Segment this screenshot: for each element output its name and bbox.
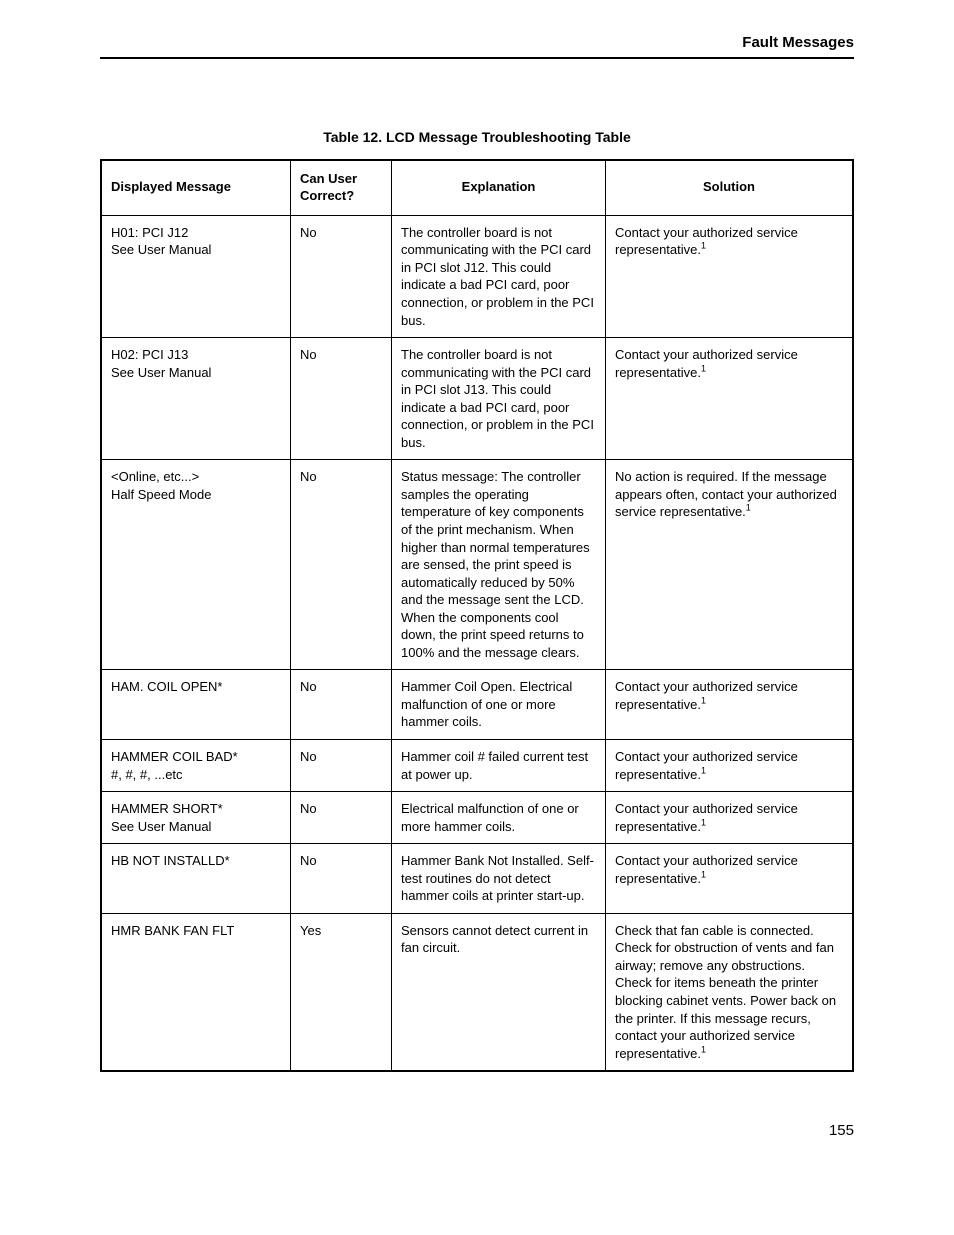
cell-solution: Check that fan cable is connected. Check… [606,913,854,1071]
cell-message: HAMMER COIL BAD*#, #, #, ...etc [101,740,291,792]
footnote-marker: 1 [701,363,706,373]
cell-user: No [291,338,392,460]
cell-user: No [291,215,392,337]
cell-explanation: Status message: The controller samples t… [392,460,606,670]
col-header-solution: Solution [606,160,854,215]
table-row: H02: PCI J13See User ManualNoThe control… [101,338,853,460]
cell-user: No [291,670,392,740]
cell-message: HMR BANK FAN FLT [101,913,291,1071]
cell-explanation: Hammer Bank Not Installed. Self-test rou… [392,844,606,914]
cell-solution: Contact your authorized service represen… [606,740,854,792]
troubleshooting-table: Displayed Message Can User Correct? Expl… [100,159,854,1072]
cell-message: HB NOT INSTALLD* [101,844,291,914]
cell-solution: Contact your authorized service represen… [606,792,854,844]
cell-message: HAMMER SHORT*See User Manual [101,792,291,844]
col-header-explanation: Explanation [392,160,606,215]
section-title: Fault Messages [100,34,854,51]
footnote-marker: 1 [746,503,751,513]
col-header-message: Displayed Message [101,160,291,215]
page-number: 155 [100,1122,854,1139]
table-title: Table 12. LCD Message Troubleshooting Ta… [100,129,854,145]
cell-explanation: Sensors cannot detect current in fan cir… [392,913,606,1071]
footnote-marker: 1 [701,869,706,879]
col-header-user: Can User Correct? [291,160,392,215]
cell-message: H01: PCI J12See User Manual [101,215,291,337]
cell-user: No [291,792,392,844]
table-row: HAM. COIL OPEN*NoHammer Coil Open. Elect… [101,670,853,740]
cell-user: No [291,740,392,792]
cell-user: Yes [291,913,392,1071]
cell-message: <Online, etc...>Half Speed Mode [101,460,291,670]
page-container: Fault Messages Table 12. LCD Message Tro… [0,0,954,1179]
table-row: HAMMER COIL BAD*#, #, #, ...etcNoHammer … [101,740,853,792]
table-row: HMR BANK FAN FLTYesSensors cannot detect… [101,913,853,1071]
cell-explanation: The controller board is not communicatin… [392,215,606,337]
cell-user: No [291,844,392,914]
table-header-row: Displayed Message Can User Correct? Expl… [101,160,853,215]
cell-explanation: Electrical malfunction of one or more ha… [392,792,606,844]
cell-message: HAM. COIL OPEN* [101,670,291,740]
footnote-marker: 1 [701,765,706,775]
table-row: <Online, etc...>Half Speed ModeNoStatus … [101,460,853,670]
footnote-marker: 1 [701,817,706,827]
table-row: HAMMER SHORT*See User ManualNoElectrical… [101,792,853,844]
table-body: H01: PCI J12See User ManualNoThe control… [101,215,853,1071]
table-row: H01: PCI J12See User ManualNoThe control… [101,215,853,337]
cell-message: H02: PCI J13See User Manual [101,338,291,460]
cell-solution: Contact your authorized service represen… [606,215,854,337]
cell-explanation: Hammer coil # failed current test at pow… [392,740,606,792]
page-header: Fault Messages [100,34,854,59]
cell-solution: Contact your authorized service represen… [606,844,854,914]
cell-user: No [291,460,392,670]
footnote-marker: 1 [701,1044,706,1054]
table-row: HB NOT INSTALLD*NoHammer Bank Not Instal… [101,844,853,914]
cell-explanation: The controller board is not communicatin… [392,338,606,460]
footnote-marker: 1 [701,696,706,706]
footnote-marker: 1 [701,241,706,251]
cell-solution: Contact your authorized service represen… [606,338,854,460]
cell-solution: No action is required. If the message ap… [606,460,854,670]
cell-solution: Contact your authorized service represen… [606,670,854,740]
cell-explanation: Hammer Coil Open. Electrical malfunction… [392,670,606,740]
